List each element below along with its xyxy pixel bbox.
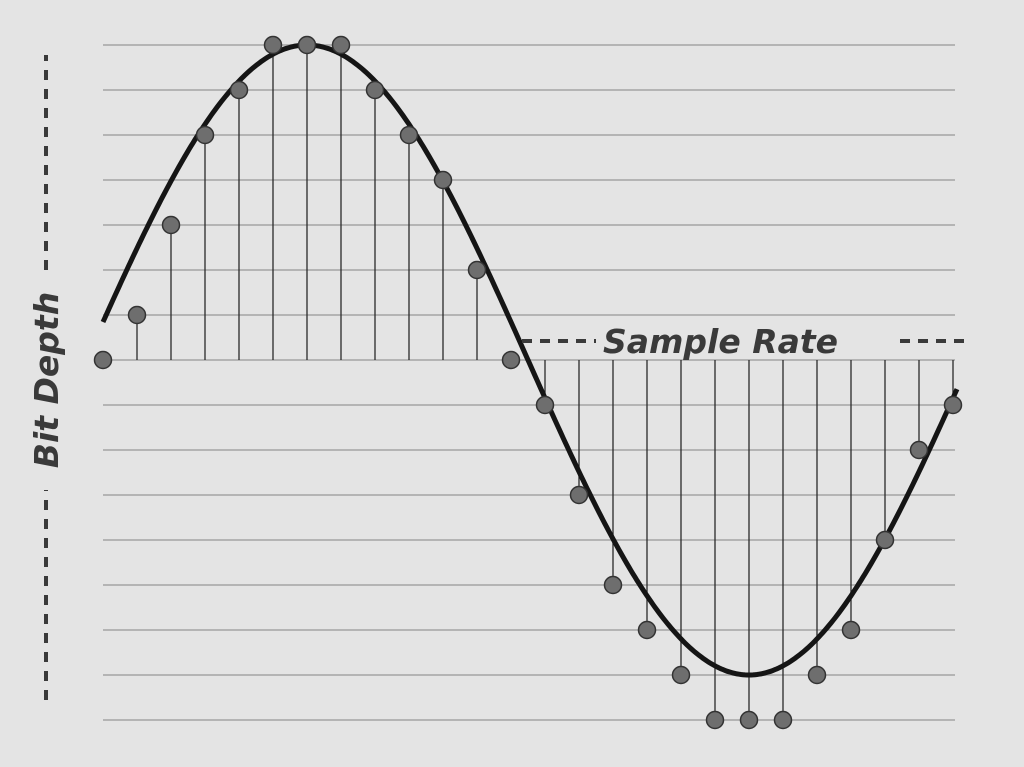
sample-point <box>229 80 249 100</box>
sample-point <box>399 125 419 145</box>
sample-point <box>841 620 861 640</box>
sample-point <box>501 350 521 370</box>
sample-point <box>773 710 793 730</box>
sample-point <box>161 215 181 235</box>
sample-point <box>807 665 827 685</box>
sample-point <box>263 35 283 55</box>
sample-point <box>603 575 623 595</box>
sample-point <box>433 170 453 190</box>
sample-point <box>365 80 385 100</box>
sample-point <box>535 395 555 415</box>
sample-rate-label: Sample Rate <box>603 322 838 361</box>
sample-point <box>705 710 725 730</box>
sample-point <box>671 665 691 685</box>
sample-point <box>637 620 657 640</box>
sample-point <box>739 710 759 730</box>
sample-point <box>943 395 963 415</box>
sample-point <box>297 35 317 55</box>
sample-points <box>93 35 963 730</box>
sample-point <box>195 125 215 145</box>
sample-point <box>909 440 929 460</box>
sample-point <box>569 485 589 505</box>
sample-point <box>331 35 351 55</box>
sample-point <box>467 260 487 280</box>
level-lines <box>103 44 955 721</box>
sample-point <box>93 350 113 370</box>
analog-wave <box>100 42 960 678</box>
sample-point <box>875 530 895 550</box>
sample-point <box>127 305 147 325</box>
bit-depth-label: Bit Depth <box>27 292 66 468</box>
